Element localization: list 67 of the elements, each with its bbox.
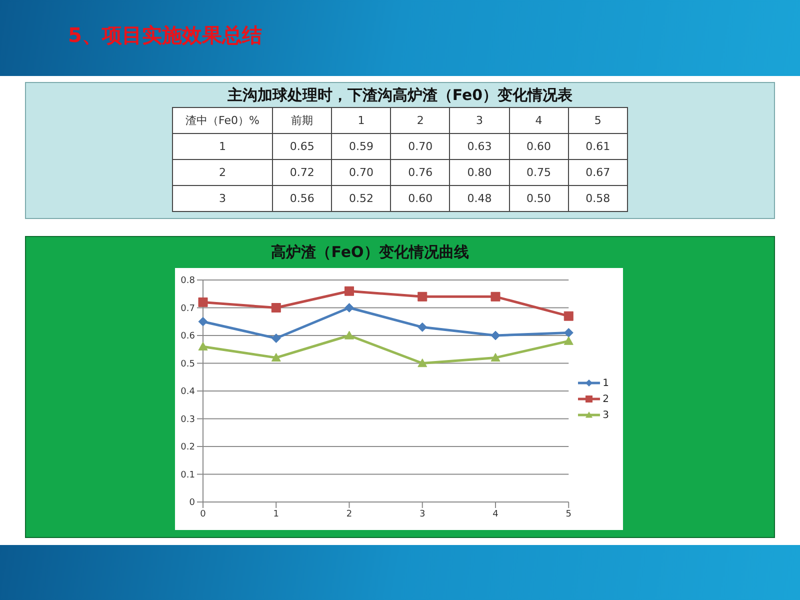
data-label: 0.80 [450, 160, 510, 186]
x-tick-label: 3 [420, 509, 426, 520]
data-label: 0.52 [332, 186, 391, 212]
data-label: 0.70 [332, 160, 391, 186]
data-label: 0.65 [272, 134, 332, 160]
y-tick-label: 0.8 [180, 276, 196, 286]
data-label: 0.61 [568, 134, 628, 160]
x-tick-label: 2 [390, 108, 450, 134]
point [564, 311, 574, 321]
x-tick-label: 4 [492, 509, 499, 520]
point [271, 334, 281, 344]
data-label: 0.60 [390, 186, 450, 212]
legend-label: 3 [602, 410, 609, 420]
point [198, 297, 208, 307]
y-tick-label: 0.2 [180, 442, 195, 453]
y-tick-label: 3 [172, 186, 272, 212]
point [198, 316, 208, 326]
data-label: 0.75 [509, 160, 568, 186]
x-tick-label: 4 [509, 108, 568, 134]
chart-title: 主沟加球处理时，下渣沟高炉渣（Fe0）变化情况表 [226, 86, 574, 105]
point [418, 358, 428, 368]
x-tick-label: 0 [200, 509, 206, 520]
point [344, 303, 354, 312]
data-label: 0.50 [509, 186, 568, 212]
point [418, 292, 428, 302]
legend-label: 1 [602, 378, 609, 388]
data-label: 0.56 [272, 186, 332, 212]
x-tick-label: 2 [346, 509, 352, 520]
x-tick-label: 5 [566, 509, 572, 520]
data-label: 0.58 [568, 186, 628, 212]
data-label: 0.76 [390, 160, 450, 186]
y-tick-label: 0 [189, 498, 196, 508]
y-tick-label: 0.6 [180, 332, 196, 342]
data-label: 0.67 [568, 160, 628, 186]
y-tick-label: 0.4 [180, 387, 196, 398]
point [198, 342, 208, 350]
chart-title: 高炉渣（FeO）变化情况曲线 [270, 243, 470, 262]
data-label: 0.48 [450, 186, 510, 212]
point [271, 352, 281, 362]
data-label: 0.59 [332, 134, 391, 160]
y-tick-label: 2 [172, 160, 272, 186]
y-tick-label: 1 [172, 134, 272, 160]
y-axis-title: 渣中（Fe0）% [172, 108, 272, 134]
data-label: 0.63 [450, 134, 510, 160]
point [344, 330, 354, 340]
y-tick-label: 0.3 [180, 414, 195, 425]
x-tick-label: 1 [332, 108, 391, 134]
y-tick-label: 0.5 [180, 359, 195, 370]
point [564, 336, 574, 345]
point [564, 328, 574, 338]
y-tick-label: 0.7 [180, 304, 195, 314]
point [344, 286, 354, 296]
data-label: 0.60 [509, 134, 568, 160]
legend-label: 2 [602, 394, 609, 404]
point [490, 330, 500, 340]
point [271, 303, 281, 312]
data-label: 0.70 [390, 134, 450, 160]
x-tick-label: 3 [450, 108, 510, 134]
x-tick-label: 前期 [272, 108, 332, 134]
text: 5、项目实施效果总结 [68, 22, 262, 49]
point [418, 322, 428, 332]
point [490, 292, 500, 302]
point [490, 352, 500, 362]
data-label: 0.72 [272, 160, 332, 186]
x-tick-label: 5 [568, 108, 628, 134]
y-tick-label: 0.1 [180, 470, 195, 480]
x-tick-label: 1 [273, 509, 279, 520]
